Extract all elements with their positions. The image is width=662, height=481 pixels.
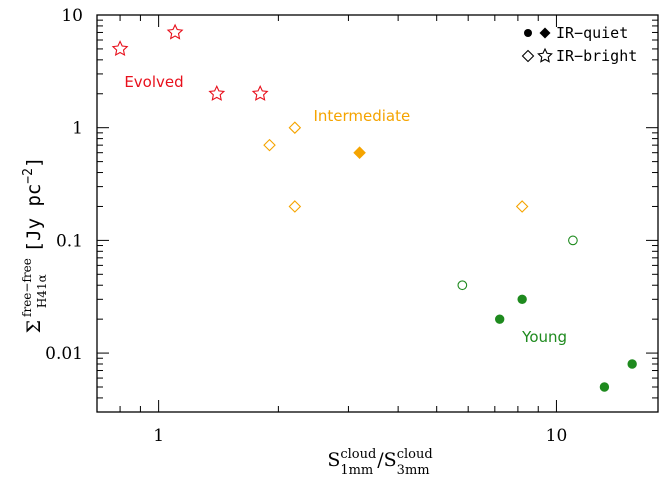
data-point-intermediate xyxy=(288,121,302,134)
legend-marker-filled-diamond xyxy=(539,27,551,39)
plot-frame xyxy=(96,14,659,413)
data-point-intermediate xyxy=(288,200,302,213)
x-tick-label: 10 xyxy=(546,426,568,446)
group-annotations: Evolved Intermediate Young xyxy=(124,73,567,346)
y-tick-label: 10 xyxy=(61,6,83,26)
y-axis-label: Σfree−freeH41α [Jy pc−2] xyxy=(20,157,49,334)
x-tick-label: 1 xyxy=(153,426,164,446)
x-label-base-1: S xyxy=(327,449,340,471)
x-label-sub-1: 1mm xyxy=(340,463,373,476)
legend-marker-filled-circle xyxy=(524,29,532,37)
x-label-sub-2: 3mm xyxy=(397,463,430,476)
data-points xyxy=(111,23,637,392)
y-label-sub: H41α xyxy=(35,274,49,308)
annotation-young: Young xyxy=(521,328,567,346)
y-label-unit-close: ] xyxy=(23,157,45,168)
data-point-intermediate xyxy=(263,138,276,152)
x-label-sup-1: cloud xyxy=(340,447,376,462)
data-point-young xyxy=(494,314,505,324)
y-label-unit-exp: −2 xyxy=(21,168,36,184)
y-label-unit: [Jy pc xyxy=(23,184,45,253)
legend-marker-open-star xyxy=(537,47,553,63)
data-point-young xyxy=(568,235,578,246)
legend-label: IR−bright xyxy=(556,47,637,65)
x-label-slash: / xyxy=(377,449,384,471)
annotation-intermediate: Intermediate xyxy=(313,107,410,125)
tick-labels: 1 10 10 1 0.1 0.01 xyxy=(45,6,567,446)
data-point-young xyxy=(457,280,468,291)
legend-label: IR−quiet xyxy=(556,24,628,42)
x-axis-label: Scloud 1mm/Scloud 3mm xyxy=(327,447,432,476)
annotation-evolved: Evolved xyxy=(124,73,183,91)
axis-ticks xyxy=(96,14,658,413)
data-point-intermediate xyxy=(515,200,529,213)
axes-frame xyxy=(96,14,659,413)
data-point-evolved xyxy=(251,84,269,101)
data-point-evolved xyxy=(111,40,129,57)
data-point-evolved xyxy=(166,23,184,40)
y-tick-label: 0.01 xyxy=(45,344,83,364)
data-point-young xyxy=(517,294,527,305)
y-label-sigma: Σ xyxy=(23,320,45,333)
y-tick-label: 0.1 xyxy=(56,231,83,251)
x-label-sup-2: cloud xyxy=(397,447,433,462)
data-point-intermediate xyxy=(353,146,366,159)
data-point-evolved xyxy=(208,84,226,101)
legend-marker-open-diamond xyxy=(521,49,535,63)
data-point-young xyxy=(599,382,610,392)
y-label-sup: free−free xyxy=(20,258,34,317)
legend: IR−quiet IR−bright xyxy=(521,24,637,65)
x-label-base-2: S xyxy=(384,449,397,471)
data-point-young xyxy=(627,359,637,369)
y-tick-label: 1 xyxy=(72,119,83,139)
